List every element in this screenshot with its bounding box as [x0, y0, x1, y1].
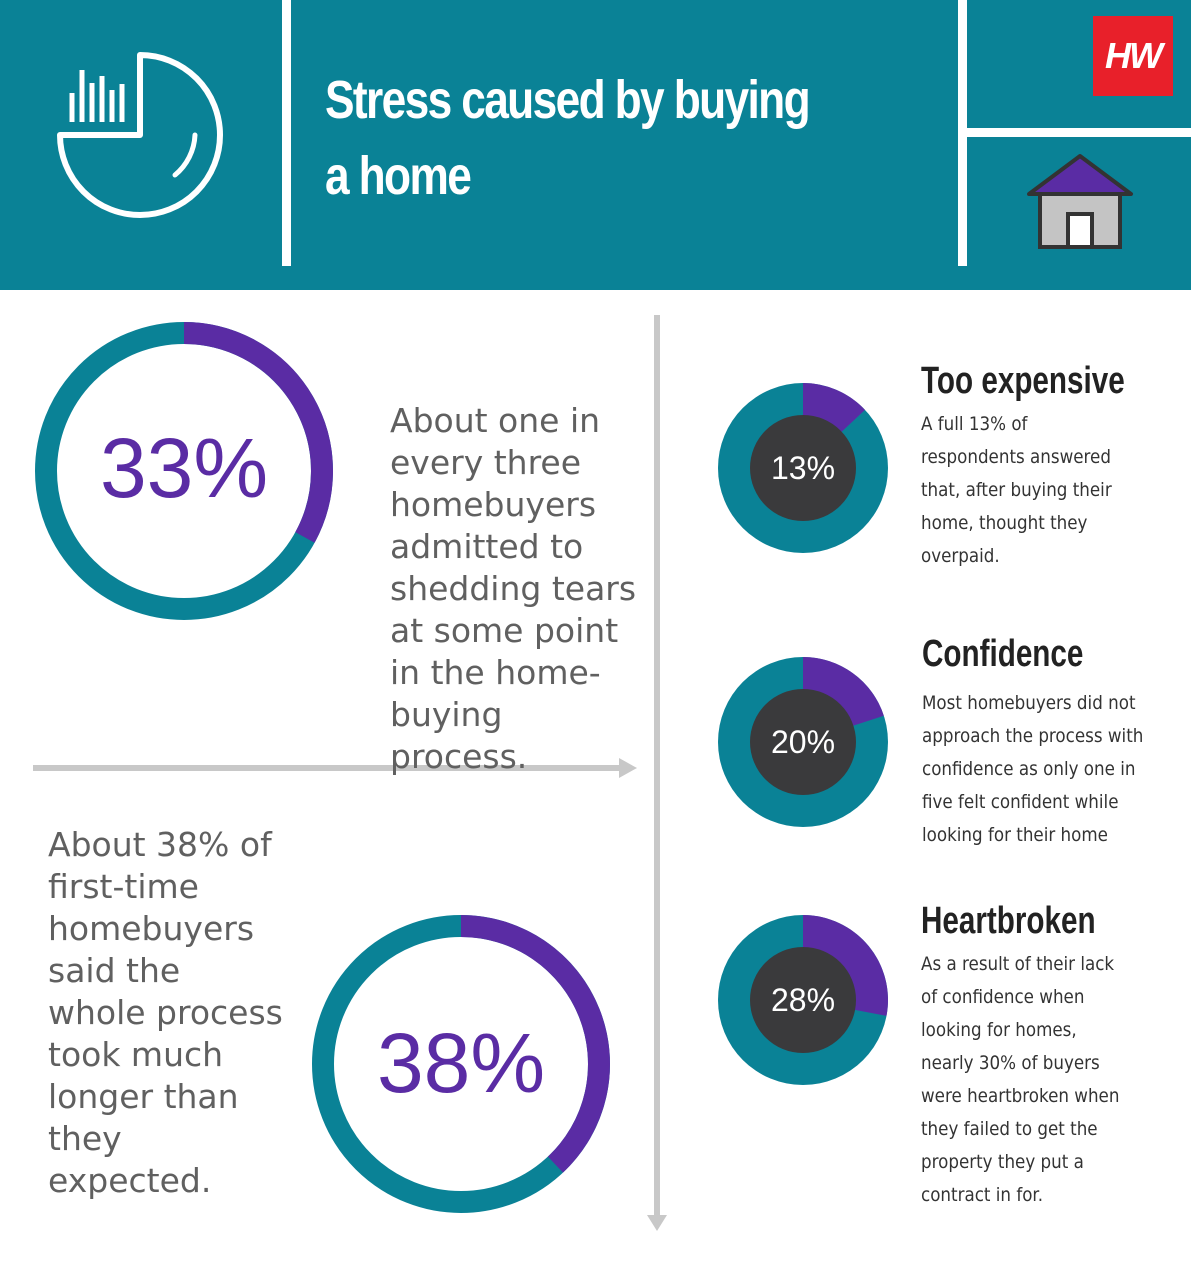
horizontal-axis-arrow	[33, 756, 639, 780]
header-banner	[0, 0, 1191, 290]
header-divider-right	[958, 0, 967, 266]
heading-confidence: Confidence	[922, 633, 1084, 675]
percent-label-tears: 33%	[99, 421, 269, 515]
page-title: Stress caused by buying a home	[325, 70, 811, 206]
text-longer: About 38% of first-time homebuyers said …	[48, 825, 283, 1200]
donut-chart-too-expensive	[718, 383, 888, 553]
donut-chart-confidence	[718, 657, 888, 827]
heading-heartbroken: Heartbroken	[921, 900, 1096, 942]
hw-logo: HW	[1093, 16, 1173, 96]
text-too-expensive: A full 13% of respondents answered that,…	[921, 413, 1112, 567]
heading-too-expensive: Too expensive	[921, 360, 1125, 402]
house-icon	[1025, 152, 1135, 252]
text-heartbroken: As a result of their lack of confidence …	[921, 953, 1120, 1206]
vertical-axis-arrow	[645, 315, 669, 1235]
percent-label-longer: 38%	[376, 1016, 546, 1110]
donut-chart-longer	[312, 915, 610, 1213]
percent-label-too-expensive: 13%	[770, 450, 836, 486]
text-tears: About one in every three homebuyers admi…	[390, 401, 637, 776]
donut-arc-longer	[460, 915, 610, 1173]
header-divider-left	[282, 0, 291, 266]
donut-chart-tears	[35, 322, 333, 620]
clock-chart-icon	[55, 50, 225, 220]
header-divider-horizontal	[967, 128, 1191, 137]
donut-chart-heartbroken	[718, 915, 888, 1085]
text-confidence: Most homebuyers did not approach the pro…	[922, 692, 1144, 846]
percent-label-confidence: 20%	[770, 724, 836, 760]
donut-arc-tears	[183, 322, 333, 543]
percent-label-heartbroken: 28%	[770, 982, 836, 1018]
